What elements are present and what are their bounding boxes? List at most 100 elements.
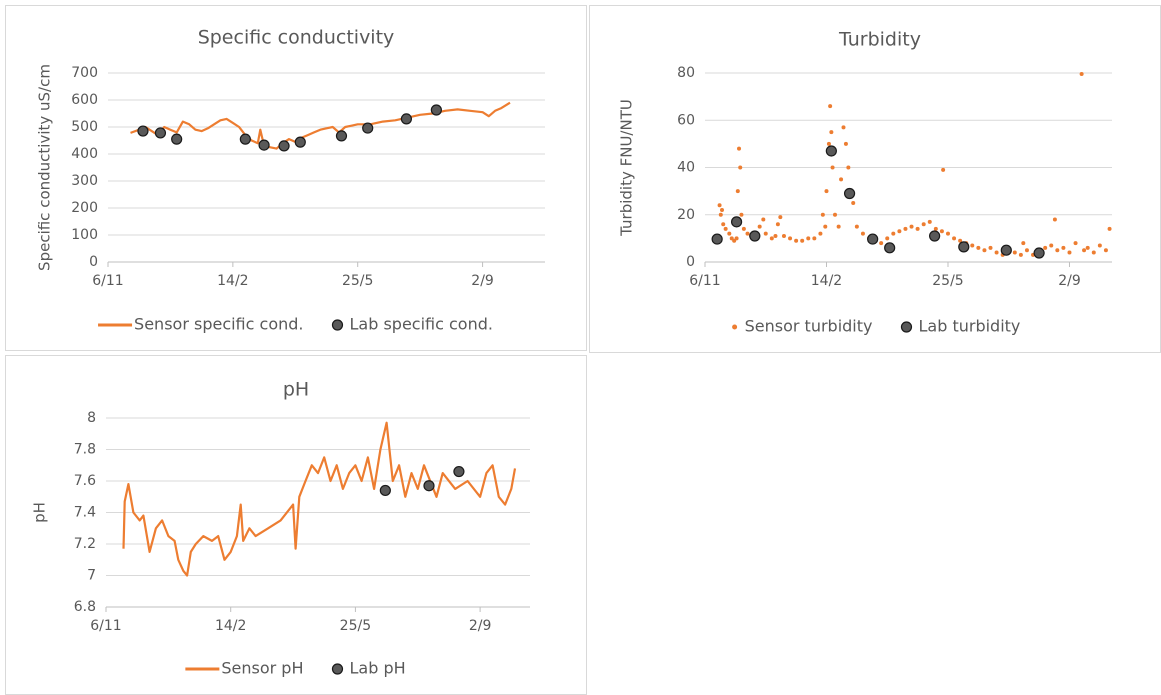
- sensor-dot: [891, 231, 896, 236]
- x-tick-label: 25/5: [342, 273, 373, 289]
- sensor-dot: [739, 212, 744, 217]
- lab-marker: [711, 233, 723, 245]
- legend: Sensor specific cond. Lab specific cond.: [98, 315, 493, 334]
- sensor-dot: [1012, 250, 1017, 255]
- sensor-dot: [988, 245, 993, 250]
- lab-marker: [958, 241, 970, 253]
- chart-title: Turbidity: [838, 29, 921, 51]
- lab-marker: [171, 133, 183, 145]
- sensor-dot: [826, 141, 831, 146]
- legend-label: Lab turbidity: [918, 317, 1020, 336]
- sensor-dot: [976, 245, 981, 250]
- sensor-dot: [839, 177, 844, 182]
- lab-marker: [730, 216, 743, 228]
- lab-marker: [400, 113, 413, 125]
- sensor-dot: [846, 165, 851, 170]
- panel-border: [5, 355, 587, 695]
- legend-label: Lab specific cond.: [349, 315, 492, 334]
- sensor-dot: [897, 229, 902, 234]
- legend-marker: [900, 321, 913, 333]
- legend: Sensor pH Lab pH: [185, 659, 406, 678]
- sensor-dot: [994, 250, 999, 255]
- sensor-dot: [1091, 250, 1096, 255]
- y-tick-label: 500: [71, 119, 98, 135]
- sensor-dot: [860, 231, 865, 236]
- x-tick-label: 14/2: [811, 273, 842, 289]
- x-tick-label: 2/9: [471, 273, 494, 289]
- panel-border: [589, 5, 1161, 353]
- sensor-dot: [820, 212, 825, 217]
- sensor-dot: [970, 243, 975, 248]
- sensor-dot: [824, 189, 829, 194]
- sensor-dot: [952, 236, 957, 241]
- sensor-dot: [727, 231, 732, 236]
- legend: Sensor turbidity Lab turbidity: [732, 317, 1020, 336]
- x-tick-label: 2/9: [469, 618, 492, 634]
- lab-marker: [423, 480, 435, 492]
- sensor-dot: [1061, 245, 1066, 250]
- lab-marker: [154, 127, 167, 139]
- sensor-dot: [1055, 248, 1060, 253]
- sensor-dot: [823, 224, 828, 229]
- y-tick-label: 7.4: [74, 505, 96, 521]
- sensor-dot: [829, 130, 834, 135]
- sensor-dot: [738, 165, 743, 170]
- sensor-dot: [903, 226, 908, 231]
- sensor-dot: [800, 238, 805, 243]
- sensor-dot: [1107, 226, 1112, 231]
- lab-marker: [867, 233, 879, 245]
- sensor-dot: [1043, 245, 1048, 250]
- y-tick-label: 700: [71, 65, 98, 81]
- sensor-dot: [915, 226, 920, 231]
- sensor-line: [122, 421, 517, 577]
- sensor-dot: [941, 167, 946, 172]
- sensor-dot: [1052, 217, 1057, 222]
- chart-title: pH: [283, 379, 309, 401]
- sensor-dot: [921, 222, 926, 227]
- y-axis-title: Specific conductivity uS/cm: [36, 64, 54, 271]
- sensor-dot: [945, 231, 950, 236]
- sensor-dot: [1082, 248, 1087, 253]
- lab-marker: [137, 125, 149, 137]
- y-axis-title: pH: [31, 502, 49, 523]
- panel-border: [5, 5, 587, 351]
- y-axis-title: Turbidity FNU/NTU: [618, 99, 636, 237]
- y-tick-label: 7: [87, 568, 96, 584]
- sensor-dot: [885, 236, 890, 241]
- sensor-dot: [879, 241, 884, 246]
- sensor-dot: [812, 236, 817, 241]
- y-tick-label: 7.2: [74, 536, 96, 552]
- sensor-dot: [734, 236, 739, 241]
- x-tick-label: 14/2: [217, 273, 248, 289]
- lab-marker: [362, 122, 374, 134]
- sensor-dot: [806, 236, 811, 241]
- sensor-dot: [832, 212, 837, 217]
- x-tick-label: 6/11: [90, 618, 121, 634]
- lab-marker: [258, 139, 270, 151]
- sensor-dot: [769, 236, 774, 241]
- chart-title: Specific conductivity: [198, 27, 395, 49]
- y-tick-label: 400: [71, 146, 98, 162]
- sensor-dot: [741, 226, 746, 231]
- y-tick-label: 20: [677, 207, 695, 223]
- chart-panel: pH pH 6.8 7 7.2 7.4 7.6 7.8 8 6/11 14/2 25/5 2/9 Sens…: [5, 355, 587, 695]
- lab-marker: [335, 130, 348, 142]
- legend-dot: [732, 324, 738, 330]
- lab-marker: [749, 230, 761, 242]
- sensor-dot: [720, 208, 725, 213]
- legend-marker: [331, 319, 344, 331]
- chart-panel: Specific conductivity Specific conductivi…: [5, 5, 587, 351]
- legend-label: Sensor pH: [221, 659, 303, 678]
- sensor-dot: [717, 203, 722, 208]
- sensor-dot: [958, 238, 963, 243]
- y-tick-label: 7.6: [74, 473, 96, 489]
- sensor-dot: [1067, 250, 1072, 255]
- y-tick-label: 40: [677, 160, 695, 176]
- legend-marker: [331, 663, 344, 675]
- lab-marker: [843, 187, 856, 200]
- legend-label: Sensor specific cond.: [134, 315, 303, 334]
- sensor-dot: [735, 189, 740, 194]
- lab-marker: [929, 230, 941, 242]
- sensor-dot: [721, 222, 726, 227]
